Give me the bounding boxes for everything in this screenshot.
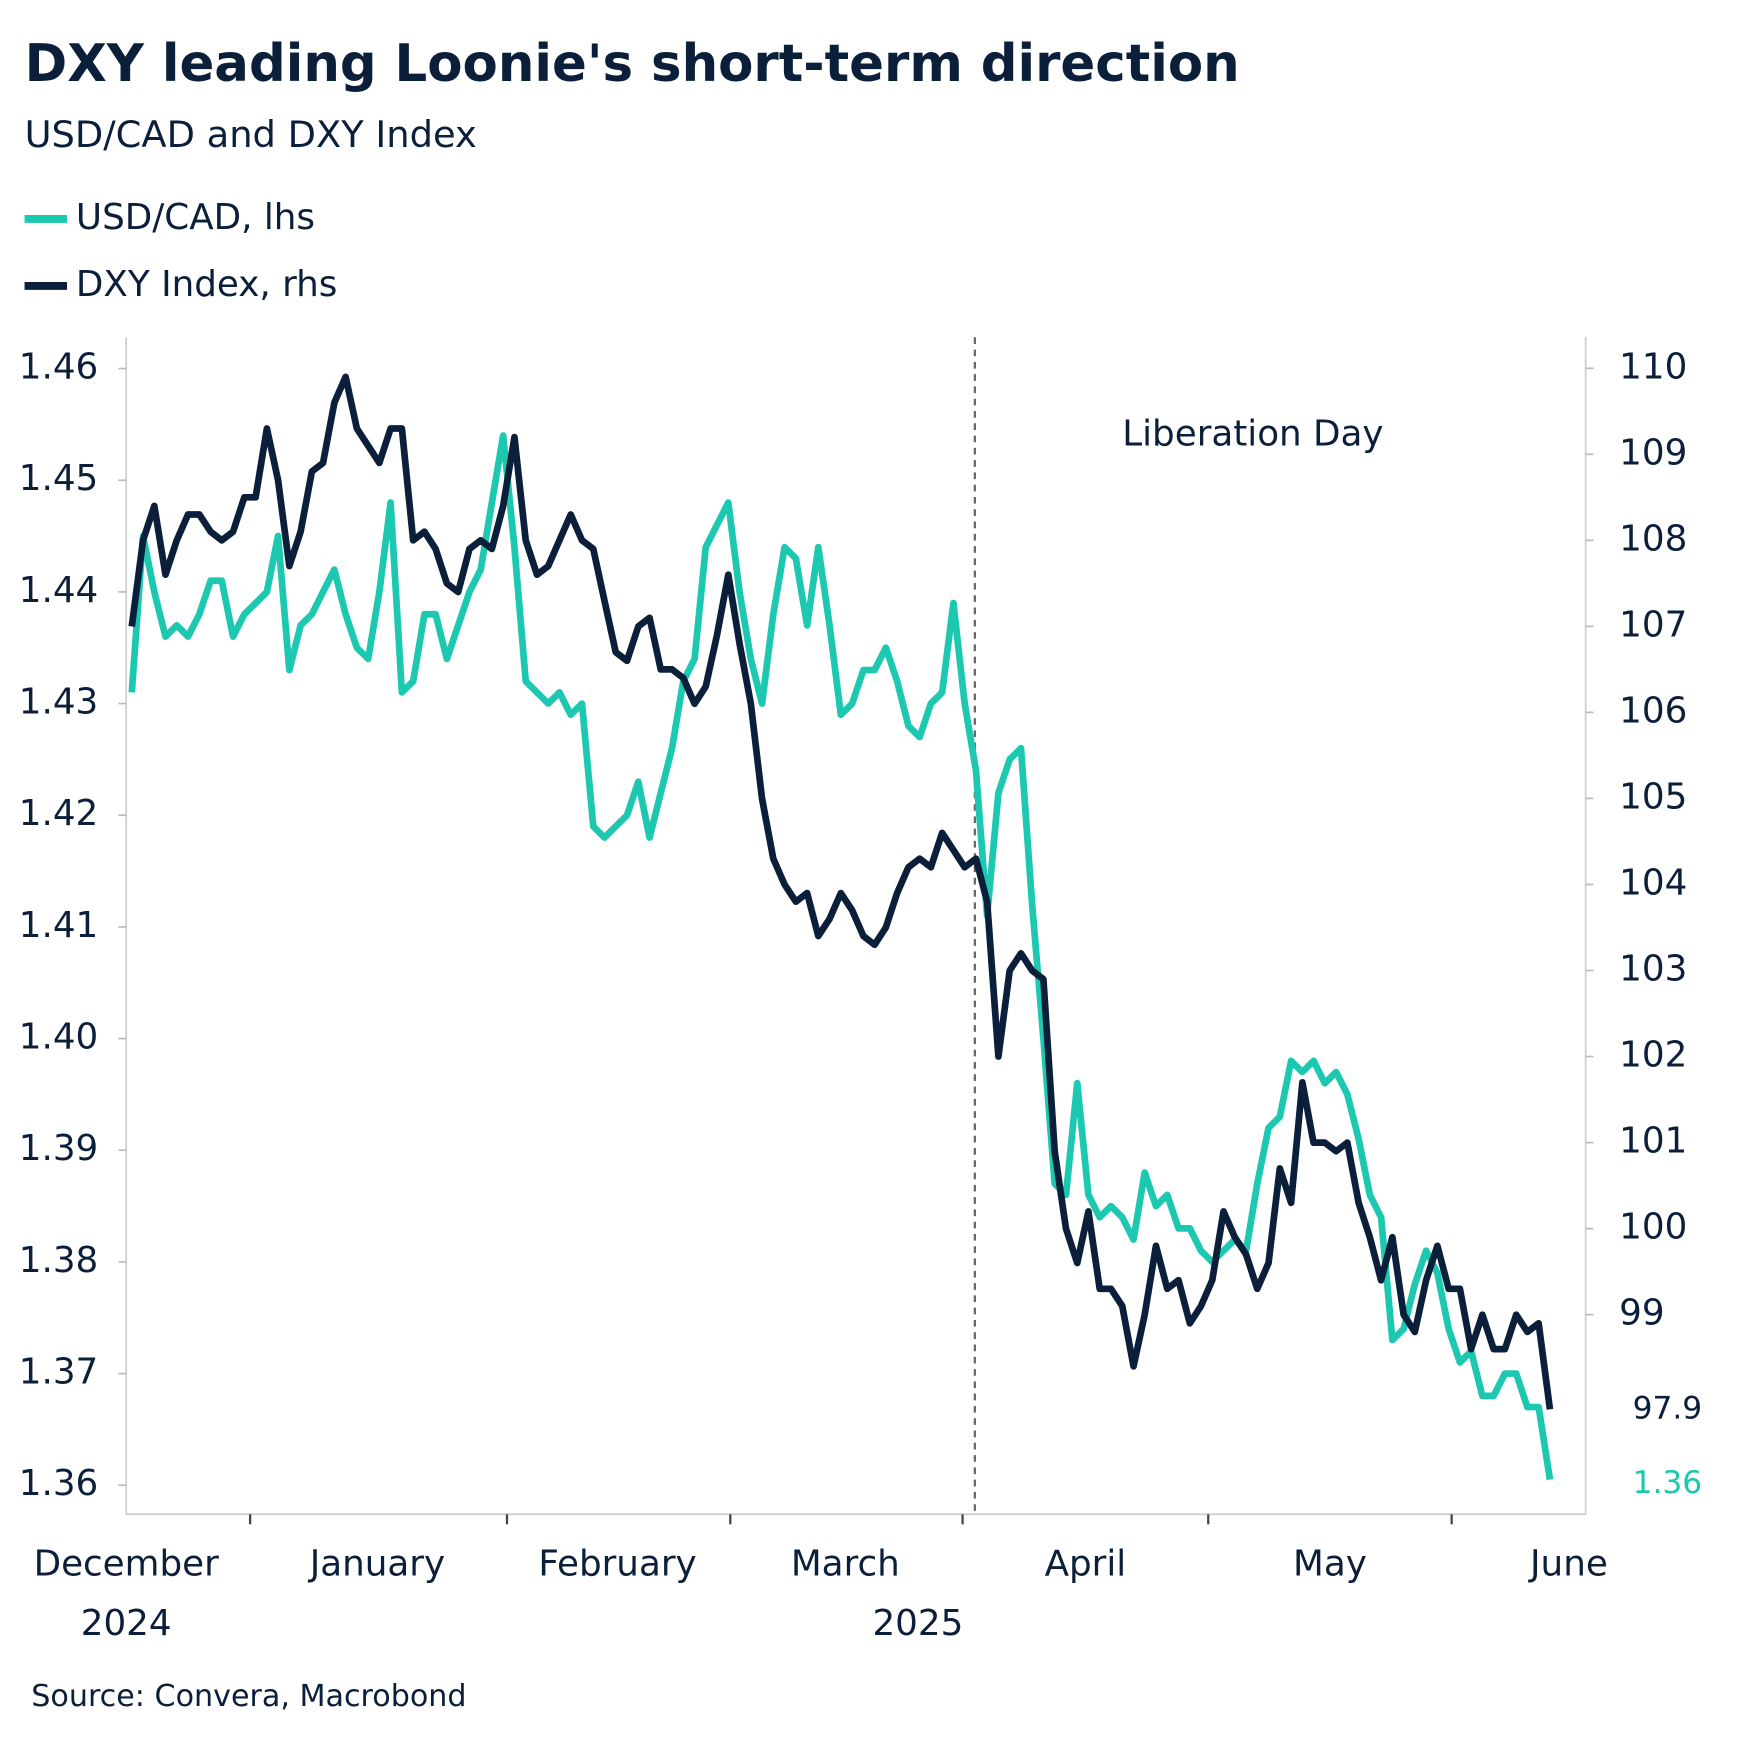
year-label: 2024 xyxy=(81,1603,172,1644)
x-tick-label: June xyxy=(1528,1544,1608,1585)
y2-tick-label: 110 xyxy=(1619,346,1687,387)
y-tick-label: 1.43 xyxy=(19,682,99,723)
x-tick-label: March xyxy=(791,1544,900,1585)
annotation: Liberation Day xyxy=(1122,414,1383,455)
y2-tick-label: 100 xyxy=(1619,1207,1687,1248)
y2-tick-label: 109 xyxy=(1619,432,1687,473)
y-tick-label: 1.36 xyxy=(19,1463,99,1504)
y2-tick-label: 104 xyxy=(1619,862,1687,903)
y2-tick-label: 105 xyxy=(1619,776,1687,817)
y-tick-label: 1.37 xyxy=(19,1352,99,1393)
x-tick-label: December xyxy=(34,1544,220,1585)
y-tick-label: 1.45 xyxy=(19,458,99,499)
chart-subtitle: USD/CAD and DXY Index xyxy=(25,113,477,156)
series-line xyxy=(128,373,1554,1410)
end-label: 97.9 xyxy=(1633,1390,1703,1426)
legend-label: USD/CAD, lhs xyxy=(76,197,315,238)
legend-label: DXY Index, rhs xyxy=(76,264,337,305)
y-tick-label: 1.38 xyxy=(19,1240,99,1281)
y2-tick-label: 107 xyxy=(1619,604,1687,645)
end-label: 1.36 xyxy=(1633,1465,1703,1501)
y-tick-label: 1.46 xyxy=(19,347,99,388)
y-tick-label: 1.40 xyxy=(19,1017,99,1058)
x-tick-label: May xyxy=(1293,1544,1367,1585)
x-tick-label: January xyxy=(308,1544,445,1585)
series-line xyxy=(128,432,1554,1481)
y-tick-label: 1.42 xyxy=(19,793,99,834)
source-note: Source: Convera, Macrobond xyxy=(31,1679,466,1714)
y2-tick-label: 99 xyxy=(1619,1293,1664,1334)
y-tick-label: 1.39 xyxy=(19,1128,99,1169)
y2-tick-label: 106 xyxy=(1619,690,1687,731)
y2-tick-label: 108 xyxy=(1619,518,1687,559)
year-label: 2025 xyxy=(872,1603,963,1644)
y2-tick-label: 103 xyxy=(1619,949,1687,990)
x-tick-label: February xyxy=(538,1544,696,1585)
y2-tick-label: 101 xyxy=(1619,1121,1687,1162)
y-tick-label: 1.44 xyxy=(19,570,99,611)
y2-tick-label: 102 xyxy=(1619,1035,1687,1076)
chart-title: DXY leading Loonie's short-term directio… xyxy=(25,34,1240,94)
y-tick-label: 1.41 xyxy=(19,905,99,946)
x-tick-label: April xyxy=(1045,1544,1127,1585)
